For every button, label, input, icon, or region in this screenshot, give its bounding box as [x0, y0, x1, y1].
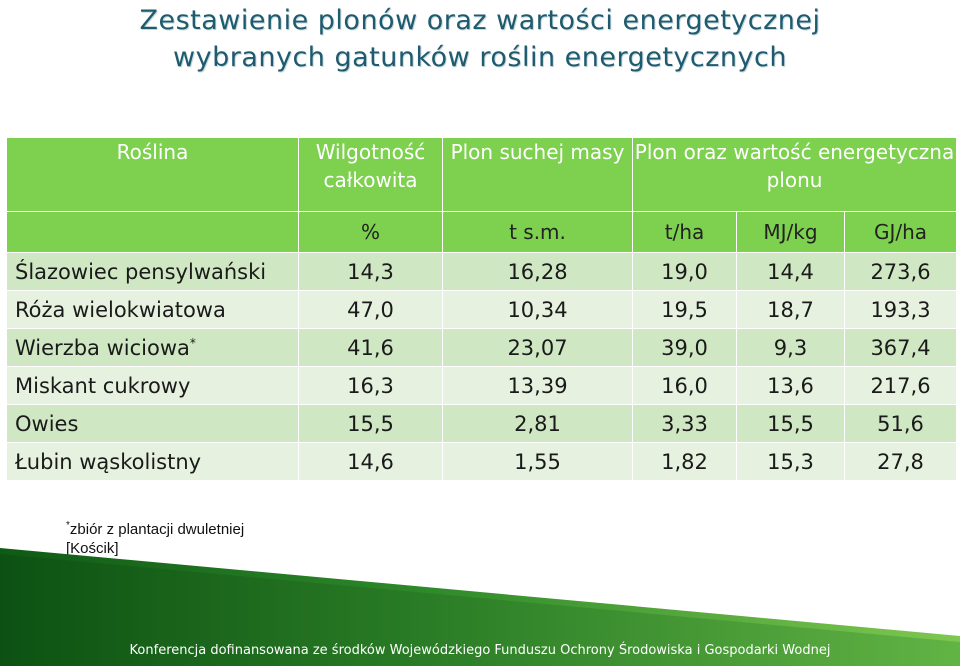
value-cell: 15,5 [736, 404, 845, 443]
table-row: Miskant cukrowy 16,3 13,39 16,0 13,6 217,6 [6, 366, 958, 405]
value-cell: 15,5 [298, 404, 443, 443]
plant-name: Wierzba wiciowa [15, 335, 190, 360]
value-cell: 18,7 [736, 290, 845, 329]
value-cell: 14,6 [298, 442, 443, 481]
footnote-mark: * [66, 520, 70, 531]
value-cell: 41,6 [298, 328, 443, 367]
footer-text: Konferencja dofinansowana ze środków Woj… [129, 643, 831, 658]
unit-cell: MJ/kg [736, 211, 845, 253]
value-cell: 14,4 [736, 252, 845, 291]
table-row: Ślazowiec pensylwański 14,3 16,28 19,0 14,4 2… [6, 252, 958, 291]
value-cell: 15,3 [736, 442, 845, 481]
plant-name-cell: Ślazowiec pensylwański [6, 252, 299, 291]
plant-name-cell: Róża wielokwiatowa [6, 290, 299, 329]
value-cell: 367,4 [843, 328, 958, 367]
plant-name: Owies [15, 411, 79, 436]
value-cell: 1,55 [442, 442, 633, 481]
value-cell: 217,6 [843, 366, 958, 405]
plant-name-cell: Łubin wąskolistny [6, 442, 299, 481]
footer-band [0, 548, 960, 666]
slide-title: Zestawienie plonów oraz wartości energet… [0, 2, 960, 76]
plant-name-cell: Miskant cukrowy [6, 366, 299, 405]
table-row: Wierzba wiciowa* 41,6 23,07 39,0 9,3 367,4 [6, 328, 958, 367]
value-cell: 39,0 [632, 328, 737, 367]
value-cell: 9,3 [736, 328, 845, 367]
value-cell: 16,28 [442, 252, 633, 291]
value-cell: 16,3 [298, 366, 443, 405]
yield-table: Roślina Wilgotność całkowita Plon suchej… [6, 137, 958, 481]
unit-cell [6, 211, 299, 253]
header-plant: Roślina [6, 137, 299, 212]
unit-cell: GJ/ha [843, 211, 958, 253]
table-row: Róża wielokwiatowa 47,0 10,34 19,5 18,7 193,3 [6, 290, 958, 329]
value-cell: 193,3 [843, 290, 958, 329]
value-cell: 13,6 [736, 366, 845, 405]
value-cell: 51,6 [843, 404, 958, 443]
footnote: *zbiór z plantacji dwuletniej [Kościk] [66, 516, 244, 558]
value-cell: 273,6 [843, 252, 958, 291]
title-line-2: wybranych gatunków roślin energetycznych [173, 42, 787, 73]
value-cell: 3,33 [632, 404, 737, 443]
value-cell: 16,0 [632, 366, 737, 405]
unit-cell: t/ha [632, 211, 737, 253]
plant-name: Miskant cukrowy [15, 373, 191, 398]
unit-cell: t s.m. [442, 211, 633, 253]
table-row: Łubin wąskolistny 14,6 1,55 1,82 15,3 27,8 [6, 442, 958, 481]
title-line-1: Zestawienie plonów oraz wartości energet… [139, 5, 821, 36]
value-cell: 13,39 [442, 366, 633, 405]
value-cell: 47,0 [298, 290, 443, 329]
unit-cell: % [298, 211, 443, 253]
value-cell: 14,3 [298, 252, 443, 291]
plant-name: Ślazowiec pensylwański [15, 259, 267, 284]
plant-name: Róża wielokwiatowa [15, 297, 226, 322]
plant-name-cell: Wierzba wiciowa* [6, 328, 299, 367]
footnote-reference: * [189, 335, 196, 350]
table-units-row: % t s.m. t/ha MJ/kg GJ/ha [6, 211, 958, 253]
value-cell: 10,34 [442, 290, 633, 329]
table-header-row: Roślina Wilgotność całkowita Plon suchej… [6, 137, 958, 212]
value-cell: 23,07 [442, 328, 633, 367]
value-cell: 19,5 [632, 290, 737, 329]
value-cell: 2,81 [442, 404, 633, 443]
header-moisture: Wilgotność całkowita [298, 137, 443, 212]
value-cell: 19,0 [632, 252, 737, 291]
plant-name: Łubin wąskolistny [15, 449, 202, 474]
header-energy-yield: Plon oraz wartość energetyczna plonu [631, 137, 958, 212]
footnote-text: zbiór z plantacji dwuletniej [69, 521, 245, 538]
source-citation: [Kościk] [66, 540, 119, 557]
table-row: Owies 15,5 2,81 3,33 15,5 51,6 [6, 404, 958, 443]
header-dry-yield: Plon suchej masy [442, 137, 633, 212]
value-cell: 27,8 [843, 442, 958, 481]
plant-name-cell: Owies [6, 404, 299, 443]
value-cell: 1,82 [632, 442, 737, 481]
